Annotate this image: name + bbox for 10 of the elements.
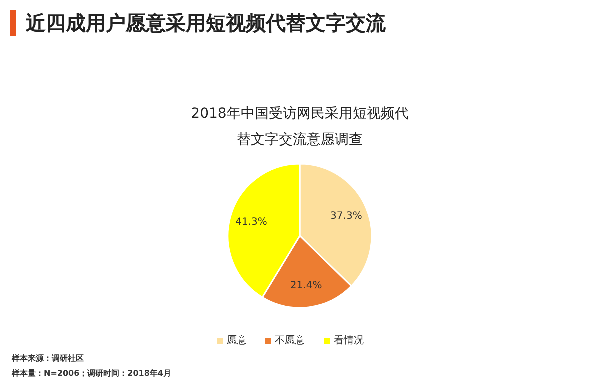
legend-label: 看情况: [334, 334, 364, 347]
data-label: 21.4%: [290, 280, 322, 292]
legend-label: 愿意: [227, 334, 247, 347]
legend-label: 不愿意: [275, 334, 305, 347]
chart-subtitle: 2018年中国受访网民采用短视频代替文字交流意愿调查: [191, 106, 409, 148]
chart-title: 近四成用户愿意采用短视频代替文字交流: [25, 11, 387, 35]
data-label: 37.3%: [330, 211, 362, 222]
text: 样本来源：调研社区: [11, 354, 84, 363]
text: 样本量：N=2006；调研时间：2018年4月: [11, 369, 172, 378]
data-label: 41.3%: [236, 217, 268, 228]
